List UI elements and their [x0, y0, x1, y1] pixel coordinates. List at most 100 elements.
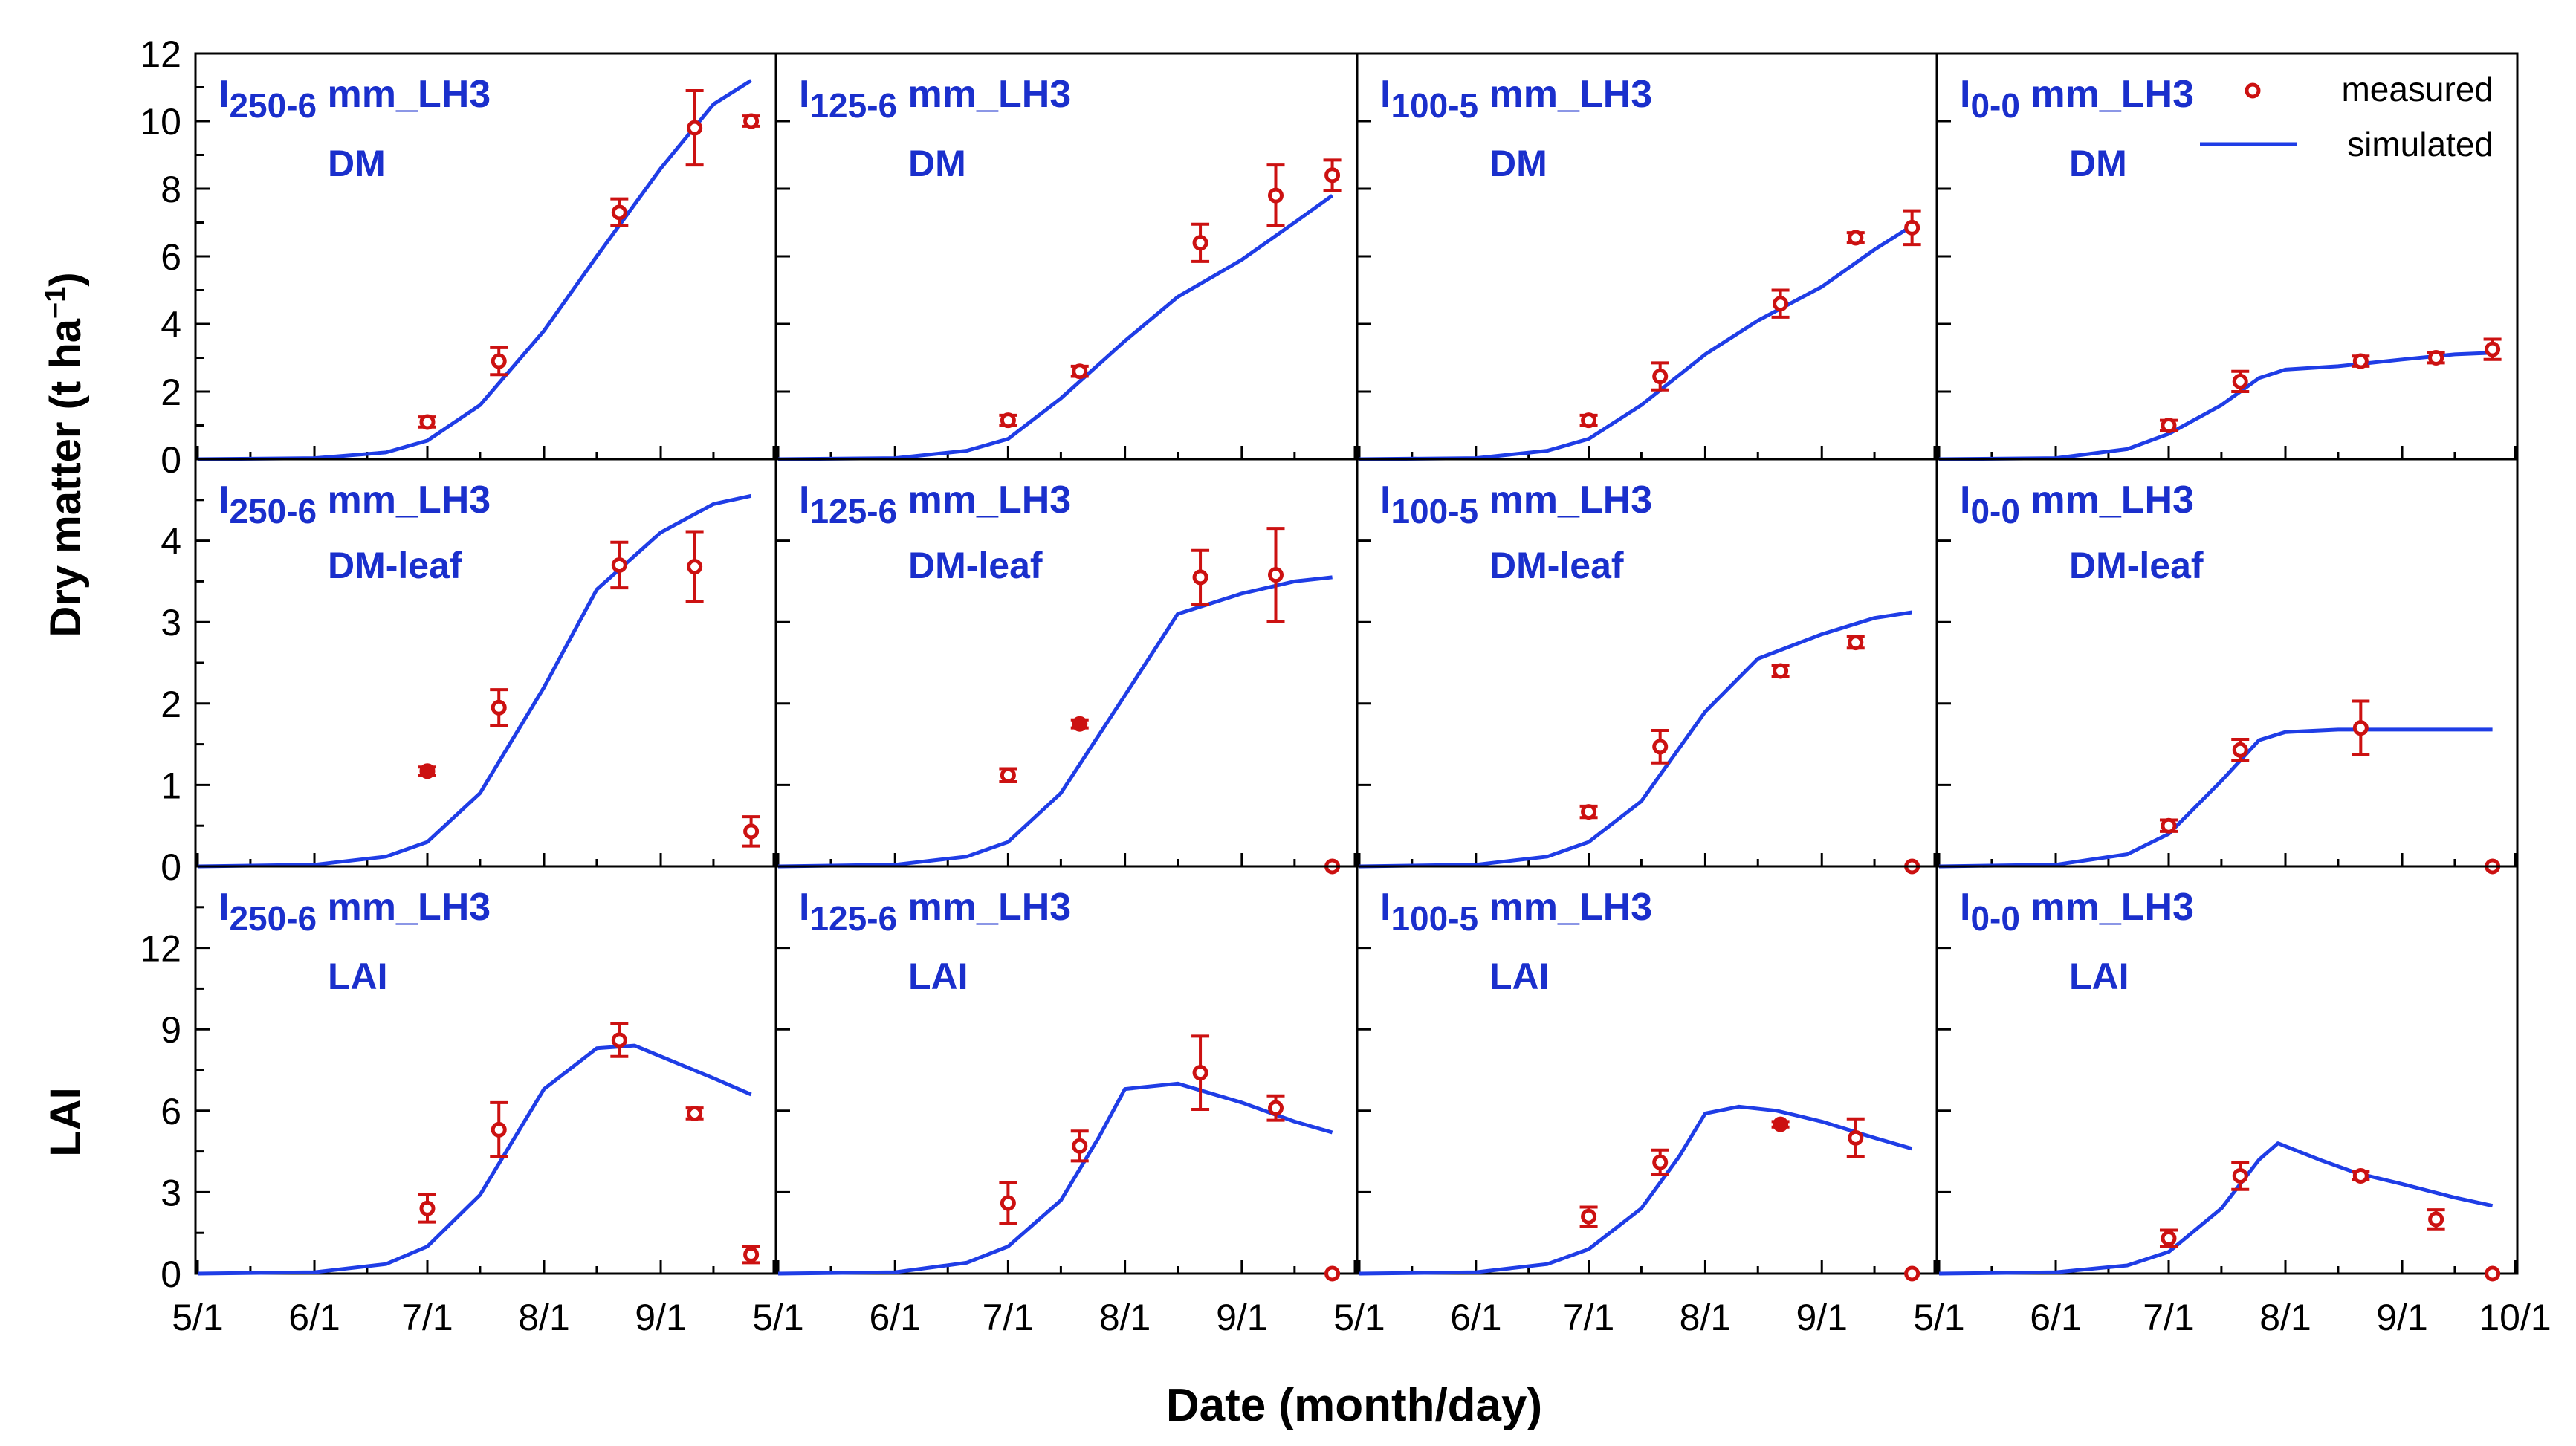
measured-point	[743, 1246, 760, 1262]
measured-point	[687, 120, 703, 136]
x-tick-label: 5/1	[752, 1297, 804, 1338]
treatment-label: I0-0 mm_LH3	[1960, 479, 2194, 531]
measured-point	[2428, 1211, 2444, 1228]
measured-point	[419, 1200, 436, 1216]
measured-point	[1848, 1129, 1864, 1146]
measured-point	[611, 204, 627, 221]
y-tick-label: 9	[161, 1009, 181, 1051]
measured-point	[687, 1105, 703, 1121]
variable-label: DM	[908, 143, 966, 184]
measured-point	[1267, 1100, 1284, 1116]
legend-simulated-label: simulated	[2347, 125, 2494, 163]
measured-point	[1267, 567, 1284, 583]
treatment-label-sub: 100-5	[1391, 899, 1478, 938]
treatment-label-main: I	[799, 886, 809, 929]
treatment-label-rest: mm_LH3	[317, 73, 491, 116]
treatment-label-main: I	[1380, 73, 1391, 116]
treatment-label-rest: mm_LH3	[2020, 73, 2194, 116]
simulated-series-line	[197, 493, 752, 869]
x-tick-label: 8/1	[518, 1297, 570, 1338]
legend-measured-label: measured	[2341, 70, 2494, 108]
y-tick-label: 8	[161, 169, 181, 210]
measured-point	[491, 699, 507, 716]
treatment-label-main: I	[219, 73, 229, 116]
treatment-label-main: I	[799, 73, 809, 116]
treatment-label-sub: 0-0	[1970, 899, 2019, 938]
treatment-label-sub: 125-6	[809, 899, 897, 938]
variable-label: LAI	[908, 956, 968, 997]
measured-point	[1072, 1138, 1088, 1154]
treatment-label-main: I	[219, 886, 229, 929]
y-axis-label-dry-matter: Dry matter (t ha−1)	[40, 272, 90, 637]
simulated-series-line	[1938, 727, 2493, 869]
y-tick-label: 0	[161, 1254, 181, 1295]
treatment-label-main: I	[1960, 73, 1970, 116]
y-tick-label: 12	[140, 928, 181, 970]
variable-label: DM-leaf	[328, 545, 462, 586]
measured-point	[611, 1032, 627, 1048]
x-tick-label: 6/1	[1450, 1297, 1502, 1338]
measured-point	[1848, 635, 1864, 651]
measured-point	[1000, 1195, 1016, 1211]
x-tick-label: 6/1	[2030, 1297, 2082, 1338]
simulated-series-line	[1938, 351, 2493, 461]
y-tick-label: 0	[161, 439, 181, 481]
panel-dm-125-6: I125-6 mm_LH3 DM	[774, 52, 1359, 461]
measured-point	[2232, 742, 2248, 758]
variable-label: DM-leaf	[1489, 545, 1624, 586]
legend: measured simulated	[2200, 70, 2494, 163]
x-tick-label: 8/1	[2259, 1297, 2311, 1338]
x-tick-label: 9/1	[1216, 1297, 1268, 1338]
y-tick-label: 6	[161, 236, 181, 278]
measured-point	[1072, 716, 1088, 732]
measured-point	[1581, 1208, 1597, 1225]
measured-point	[1000, 767, 1016, 783]
x-axis-label: Date (month/day)	[1166, 1380, 1542, 1431]
treatment-label-rest: mm_LH3	[317, 886, 491, 929]
treatment-label-rest: mm_LH3	[1478, 479, 1652, 522]
treatment-label-sub: 250-6	[229, 86, 317, 125]
variable-label: DM	[328, 143, 386, 184]
x-tick-labels: 5/1 6/1 7/1 8/1 9/1 5/1 6/1 7/1 8/1 9/1 5/1 6/1 7/1 8…	[172, 1297, 2551, 1338]
panel-dm-leaf-0-0: I0-0 mm_LH3 DM-leaf	[1935, 458, 2519, 875]
measured-point	[1773, 1116, 1789, 1132]
panel-lai-100-5: I100-5 mm_LH3 LAI	[1356, 865, 1938, 1282]
variable-label: LAI	[1489, 956, 1550, 997]
y-tick-label: 4	[161, 521, 181, 562]
measured-point	[2428, 350, 2444, 366]
measured-point	[1192, 235, 1208, 251]
treatment-label: I250-6 mm_LH3	[219, 479, 491, 531]
treatment-label-sub: 100-5	[1391, 86, 1478, 125]
simulated-series-line	[777, 1081, 1333, 1276]
treatment-label-main: I	[799, 479, 809, 522]
panel-dm-leaf-125-6: I125-6 mm_LH3 DM-leaf	[774, 458, 1359, 875]
x-tick-label: 7/1	[2143, 1297, 2195, 1338]
treatment-label: I125-6 mm_LH3	[799, 479, 1071, 531]
treatment-label-rest: mm_LH3	[897, 886, 1071, 929]
panel-dm-leaf-100-5: I100-5 mm_LH3 DM-leaf	[1356, 458, 1938, 875]
measured-point	[1904, 219, 1920, 236]
x-tick-label: 10/1	[2479, 1297, 2551, 1338]
variable-label: LAI	[328, 956, 388, 997]
treatment-label-rest: mm_LH3	[897, 479, 1071, 522]
treatment-label-rest: mm_LH3	[1478, 886, 1652, 929]
panel-dm-0-0: I0-0 mm_LH3 DM	[1935, 52, 2519, 461]
x-tick-label: 5/1	[1333, 1297, 1385, 1338]
measured-point	[2485, 341, 2501, 357]
x-tick-label: 5/1	[172, 1297, 224, 1338]
y-tick-label: 0	[161, 846, 181, 888]
treatment-label: I0-0 mm_LH3	[1960, 73, 2194, 125]
y-tick-label: 1	[161, 765, 181, 806]
treatment-label-main: I	[1960, 479, 1970, 522]
measured-point	[2352, 1167, 2369, 1184]
panel-dm-250-6: 0 2 4 6 8 10 12 I250-6 mm_LH3 DM	[140, 33, 777, 481]
measured-point	[743, 823, 760, 840]
x-tick-label: 9/1	[2376, 1297, 2428, 1338]
variable-label: DM	[2069, 143, 2127, 184]
measured-point	[1324, 167, 1341, 184]
measured-point	[2232, 1167, 2248, 1184]
measured-point	[1000, 412, 1016, 429]
x-tick-label: 8/1	[1680, 1297, 1732, 1338]
treatment-label-rest: mm_LH3	[2020, 886, 2194, 929]
